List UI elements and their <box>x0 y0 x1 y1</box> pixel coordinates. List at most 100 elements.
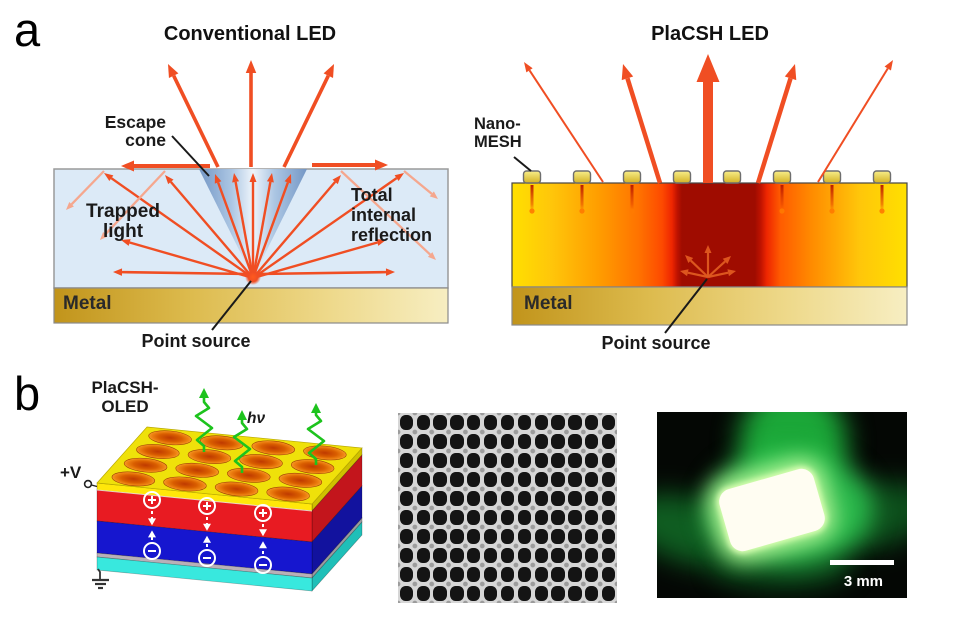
nanomesh-hole-dot <box>551 548 565 563</box>
field-streak <box>530 185 534 213</box>
field-hotspot <box>779 208 785 214</box>
nanomesh-hole-dot <box>500 510 515 525</box>
trapped-light-ray-head <box>376 239 386 246</box>
voltage-terminal-icon <box>83 479 93 489</box>
point-source-ray-head <box>727 269 736 277</box>
emitted-light-arrow-medium <box>755 77 793 184</box>
nanomesh-hole-dot <box>450 453 464 468</box>
nanomesh-hole-dot <box>500 586 515 601</box>
escaping-light-arrow-head <box>168 64 179 78</box>
photon-zigzag-arrow <box>232 418 252 473</box>
nanomesh-hole-icon <box>239 454 283 469</box>
nanomesh-hole-dot <box>601 586 616 601</box>
point-source-ray-head <box>722 256 731 264</box>
nanomesh-hole-dot <box>534 453 548 468</box>
nanomesh-hole-dot <box>450 567 464 582</box>
nanomesh-hole-dot <box>601 434 616 449</box>
reflected-light-ray <box>104 170 166 235</box>
nanomesh-hole-dot <box>433 472 447 487</box>
nanomesh-hole-dot <box>568 491 582 506</box>
reflected-light-ray-head <box>66 202 74 210</box>
nanomesh-square-icon <box>722 170 742 184</box>
photon-zigzag-arrow <box>194 396 214 452</box>
emitted-light-arrow-thin <box>817 67 889 183</box>
nanomesh-hole-dot <box>433 529 447 544</box>
nanomesh-hole-dot <box>601 567 616 582</box>
field-hotspot <box>579 208 585 214</box>
nanomesh-hole-dot <box>534 548 548 563</box>
placsh-metal-layer <box>511 286 908 326</box>
nanomesh-hole-dot <box>534 567 548 582</box>
nanomesh-hole-dot <box>450 415 464 430</box>
trapped-light-ray-head <box>394 173 404 182</box>
emitted-light-arrow-medium <box>625 77 663 184</box>
voltage-label: +V <box>60 463 82 482</box>
nanomesh-hole-dot <box>568 434 582 449</box>
nanomesh-field-streaks <box>529 185 885 214</box>
nanomesh-hole-dot <box>467 510 481 525</box>
nanomesh-hole-dot <box>416 586 430 601</box>
placsh-oled-label-line1: PlaCSH- <box>91 378 159 397</box>
nanomesh-squares <box>522 170 892 184</box>
escape-cone-ray-head <box>266 173 274 183</box>
reflected-light-ray-head <box>100 231 108 240</box>
nanomesh-hole-dot <box>483 548 498 563</box>
nanomesh-hole-dot <box>585 567 599 582</box>
hole-plus-icon <box>254 504 272 522</box>
point-source-ray <box>690 259 709 278</box>
point-source-label-right: Point source <box>601 333 711 353</box>
escape-cone-ray <box>251 181 272 279</box>
photon-zigzag-arrow <box>306 411 326 465</box>
nanomesh-hole-dot <box>568 415 582 430</box>
surface-critical-angle-arrow-head <box>121 160 134 172</box>
nanomesh-hole-dot <box>433 415 447 430</box>
ground-icon <box>92 578 109 590</box>
nanomesh-hole-dot <box>568 472 582 487</box>
scale-bar <box>830 560 894 565</box>
nanomesh-square-icon <box>872 170 892 184</box>
sem-image <box>398 413 617 603</box>
nanomesh-hole-dot <box>585 453 599 468</box>
substrate-front-face <box>96 556 313 592</box>
field-hotspot <box>529 208 535 214</box>
nanomesh-hole-dot <box>568 586 582 601</box>
nanomesh-hole-dot <box>568 548 582 563</box>
nanomesh-hole-dot <box>433 434 447 449</box>
nanomesh-hole-dot <box>399 510 414 525</box>
nanomesh-hole-icon <box>187 449 232 464</box>
trapped-light-ray <box>252 177 398 279</box>
nanomesh-hole-dot <box>416 567 430 582</box>
nanomesh-hole-dot <box>450 586 464 601</box>
point-source-ray-head <box>685 255 694 264</box>
nanomesh-holes <box>111 430 347 502</box>
nanomesh-square-icon <box>522 170 542 184</box>
nanomesh-hole-dot <box>551 529 565 544</box>
nanomesh-hole-icon <box>123 457 168 473</box>
nanomesh-hole-dot <box>416 434 430 449</box>
emitted-light-arrow-thin <box>528 69 604 183</box>
nanomesh-hole-dot <box>534 472 548 487</box>
nanomesh-hole-dot <box>517 434 532 449</box>
nanomesh-hole-dot <box>399 491 414 506</box>
nanomesh-hole-dot <box>399 586 414 601</box>
escaping-light-arrow <box>282 74 330 168</box>
nanomesh-hole-dot <box>483 453 498 468</box>
nanomesh-hole-dot <box>416 415 430 430</box>
nanomesh-hole-dot <box>517 415 532 430</box>
point-source-label-left: Point source <box>141 331 251 351</box>
nanomesh-hole-dot <box>601 529 616 544</box>
conventional-led-title: Conventional LED <box>163 23 337 45</box>
escape-cone-ray-head <box>214 174 222 184</box>
emitted-light-arrow-medium-head <box>621 64 634 81</box>
drift-arrow-head <box>148 518 156 526</box>
nanomesh-hole-dot <box>500 415 515 430</box>
nanomesh-hole-dot <box>399 472 414 487</box>
field-streak <box>780 185 784 213</box>
trapped-light-ray-head <box>385 268 395 276</box>
nanomesh-hole-dot <box>483 434 498 449</box>
nanomesh-hole-dot <box>483 529 498 544</box>
hole-plus-icon <box>143 491 161 509</box>
electron-minus-icon <box>198 549 216 567</box>
nanomesh-hole-dot <box>568 453 582 468</box>
nanomesh-hole-icon <box>290 459 335 475</box>
